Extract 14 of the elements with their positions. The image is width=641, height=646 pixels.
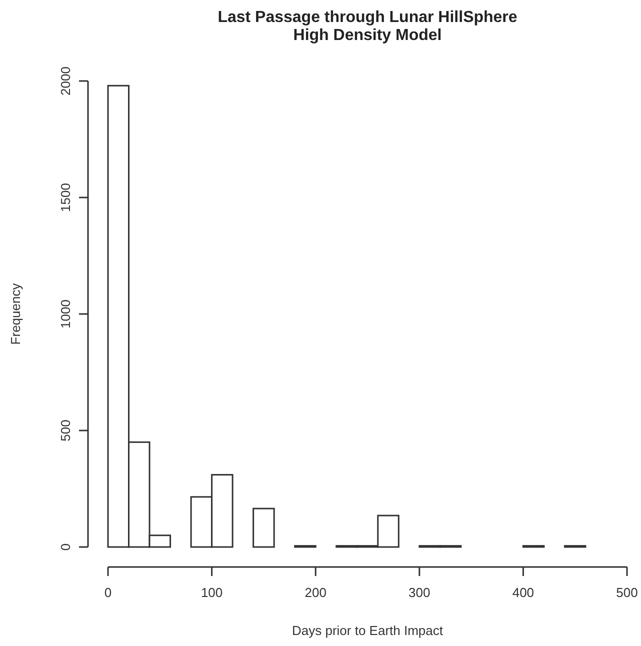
x-tick-label: 200 [304, 585, 326, 600]
y-tick-label: 1500 [58, 183, 73, 212]
chart-title: Last Passage through Lunar HillSphere High Density Model [218, 9, 518, 44]
y-tick-label: 2000 [58, 66, 73, 96]
y-axis-title: Frequency [8, 282, 23, 345]
y-tick-label: 500 [58, 420, 73, 442]
x-tick-label: 100 [200, 585, 223, 600]
y-tick-label: 0 [58, 543, 73, 551]
x-tick-label: 300 [408, 585, 430, 600]
y-tick-label: 1000 [58, 300, 73, 328]
x-tick-label: 0 [104, 585, 112, 600]
x-tick-label: 500 [616, 585, 638, 600]
x-axis-title: Days prior to Earth Impact [292, 623, 444, 638]
x-tick-label: 400 [512, 585, 534, 600]
